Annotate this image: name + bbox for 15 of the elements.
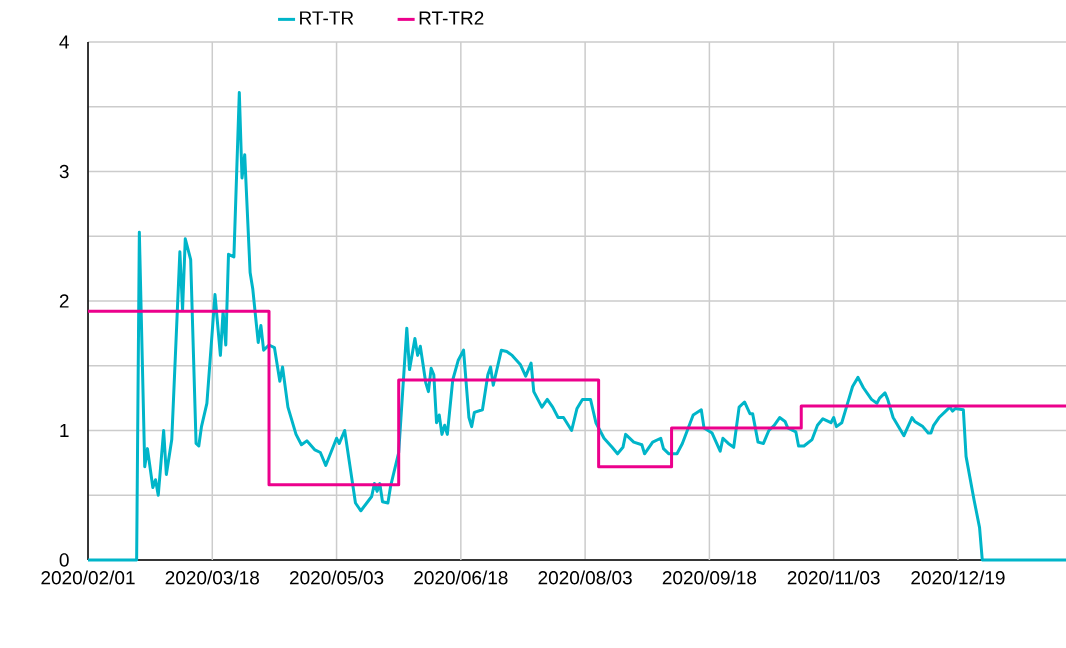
y-tick-label: 4: [59, 35, 69, 49]
y-tick-label: 0: [59, 553, 69, 567]
x-tick-label: 2020/02/01: [41, 570, 135, 585]
x-tick-label: 2020/08/03: [538, 570, 632, 585]
x-tick-label: 2020/09/18: [662, 570, 757, 585]
legend-label: RT-TR2: [419, 11, 484, 25]
legend-label: RT-TR: [300, 11, 354, 25]
x-tick-label: 2020/06/18: [414, 570, 508, 585]
y-tick-label: 3: [59, 164, 69, 179]
x-tick-label: 2020/11/03: [787, 570, 880, 585]
x-tick-label: 2020/03/18: [165, 570, 259, 585]
x-tick-label: 2020/05/03: [289, 570, 384, 585]
x-tick-label: 2020/12/19: [911, 570, 1005, 585]
y-tick-label: 1: [60, 423, 69, 438]
y-tick-label: 2: [59, 294, 69, 308]
